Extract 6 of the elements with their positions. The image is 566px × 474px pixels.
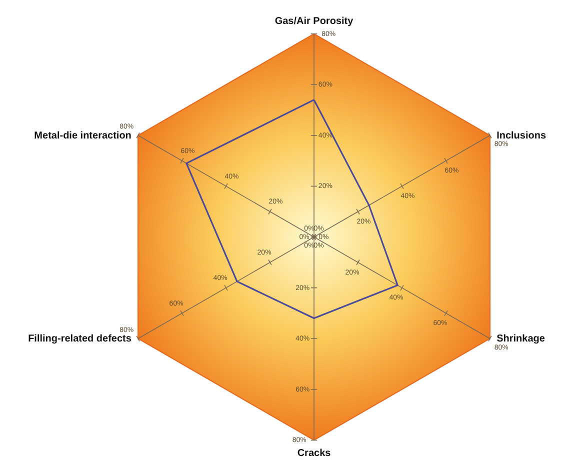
spoke-label: Filling-related defects: [28, 334, 132, 345]
spoke-label: Cracks: [297, 448, 332, 459]
spoke-label: Inclusions: [496, 130, 546, 142]
spoke-label: Gas/Air Porosity: [274, 16, 354, 28]
spoke-label: Shrinkage: [496, 334, 546, 345]
spoke-label: Metal-die interaction: [34, 130, 132, 142]
